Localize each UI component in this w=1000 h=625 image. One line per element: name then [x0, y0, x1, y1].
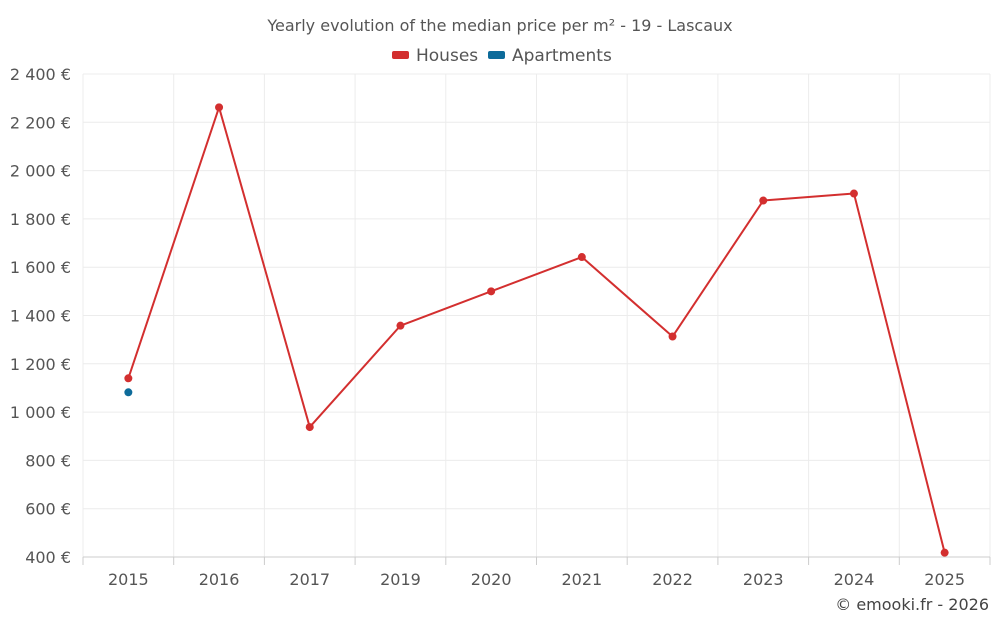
y-tick-label: 2 200 € — [10, 113, 71, 132]
y-tick-label: 1 400 € — [10, 307, 71, 326]
chart-title: Yearly evolution of the median price per… — [266, 16, 732, 35]
legend-item-houses[interactable]: Houses — [392, 46, 478, 66]
data-point-houses[interactable] — [215, 103, 224, 112]
legend-swatch-apartments — [488, 51, 505, 59]
x-tick-label: 2020 — [471, 570, 512, 589]
y-axis-labels: 400 € 600 € 800 € 1 000 € 1 200 € 1 400 € 1 60… — [10, 65, 71, 567]
series-line-houses — [127, 106, 946, 553]
y-tick-label: 1 800 € — [10, 210, 71, 229]
data-point-houses[interactable] — [305, 423, 314, 432]
legend: Houses Apartments — [392, 46, 612, 66]
y-tick-label: 2 400 € — [10, 65, 71, 84]
grid-lines — [82, 73, 991, 565]
y-tick-label: 1 600 € — [10, 258, 71, 277]
y-tick-label: 800 € — [25, 451, 71, 470]
data-point-houses[interactable] — [396, 321, 405, 330]
data-point-houses[interactable] — [759, 196, 768, 205]
data-point-houses[interactable] — [668, 332, 677, 341]
data-point-houses[interactable] — [849, 189, 858, 198]
y-tick-label: 2 000 € — [10, 162, 71, 181]
x-tick-label: 2015 — [108, 570, 149, 589]
y-tick-label: 1 000 € — [10, 403, 71, 422]
data-point-houses[interactable] — [940, 548, 949, 557]
x-tick-label: 2023 — [743, 570, 784, 589]
series — [124, 103, 949, 557]
legend-label-houses: Houses — [416, 46, 478, 66]
x-tick-label: 2019 — [380, 570, 421, 589]
x-tick-label: 2025 — [924, 570, 965, 589]
x-tick-label: 2022 — [652, 570, 693, 589]
credit-text: © emooki.fr - 2026 — [835, 595, 989, 614]
y-tick-label: 400 € — [25, 548, 71, 567]
data-point-houses[interactable] — [124, 374, 133, 383]
data-point-houses[interactable] — [577, 253, 586, 262]
x-axis-labels: 2015 2016 2017 2019 2020 2021 2022 2023 2024 2025 — [108, 570, 965, 589]
x-tick-label: 2017 — [289, 570, 330, 589]
legend-label-apartments: Apartments — [512, 46, 612, 66]
data-point-apartments[interactable] — [124, 388, 133, 397]
legend-swatch-houses — [392, 51, 409, 59]
x-tick-label: 2016 — [199, 570, 240, 589]
x-tick-label: 2021 — [561, 570, 602, 589]
y-tick-label: 600 € — [25, 500, 71, 519]
x-tick-label: 2024 — [834, 570, 875, 589]
data-point-houses[interactable] — [487, 287, 496, 296]
y-tick-label: 1 200 € — [10, 355, 71, 374]
legend-item-apartments[interactable]: Apartments — [488, 46, 612, 66]
